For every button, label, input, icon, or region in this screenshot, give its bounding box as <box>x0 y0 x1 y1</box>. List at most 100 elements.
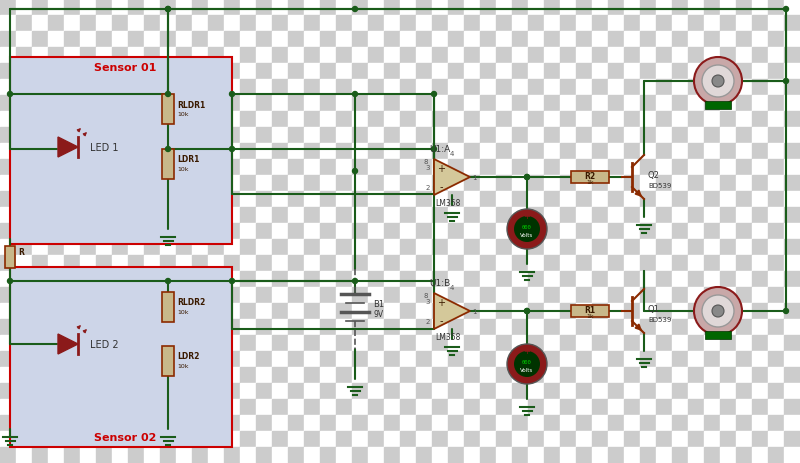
Bar <box>736 64 752 80</box>
Bar <box>592 319 608 335</box>
Bar <box>752 303 768 319</box>
Bar <box>256 112 272 128</box>
Bar <box>688 288 704 303</box>
Bar <box>96 351 112 367</box>
Text: 9V: 9V <box>373 310 383 319</box>
Bar <box>496 256 512 271</box>
Bar <box>784 80 800 96</box>
Bar <box>160 32 176 48</box>
Bar <box>336 271 352 288</box>
Bar <box>192 64 208 80</box>
Bar <box>464 175 480 192</box>
Bar <box>672 335 688 351</box>
Bar <box>352 367 368 383</box>
Bar <box>320 80 336 96</box>
Circle shape <box>783 7 789 13</box>
Bar <box>560 303 576 319</box>
Bar <box>112 271 128 288</box>
Bar <box>320 415 336 431</box>
Bar <box>352 207 368 224</box>
Bar <box>208 239 224 256</box>
Text: R: R <box>18 248 24 257</box>
Bar <box>112 224 128 239</box>
Bar <box>384 447 400 463</box>
Bar <box>512 192 528 207</box>
Bar <box>736 128 752 144</box>
Bar <box>224 383 240 399</box>
Bar <box>464 351 480 367</box>
Bar <box>736 80 752 96</box>
Bar <box>528 96 544 112</box>
Bar <box>272 351 288 367</box>
Bar <box>272 192 288 207</box>
Bar <box>80 415 96 431</box>
Bar <box>32 271 48 288</box>
Bar <box>752 256 768 271</box>
Bar <box>240 64 256 80</box>
Bar <box>128 64 144 80</box>
Bar <box>162 346 174 376</box>
Bar <box>608 32 624 48</box>
Text: 8: 8 <box>424 292 428 298</box>
Bar <box>384 16 400 32</box>
Bar <box>400 415 416 431</box>
Bar <box>192 16 208 32</box>
Bar <box>368 112 384 128</box>
Bar <box>320 144 336 160</box>
Bar <box>368 351 384 367</box>
Bar <box>176 128 192 144</box>
Bar <box>32 64 48 80</box>
Circle shape <box>514 217 540 243</box>
Bar <box>240 80 256 96</box>
Bar <box>528 415 544 431</box>
Bar <box>48 64 64 80</box>
Bar <box>768 303 784 319</box>
Bar <box>784 207 800 224</box>
Bar <box>224 367 240 383</box>
Bar <box>416 224 432 239</box>
Bar <box>496 271 512 288</box>
Bar <box>160 207 176 224</box>
Bar <box>448 447 464 463</box>
Bar <box>400 367 416 383</box>
Bar <box>576 256 592 271</box>
Bar <box>368 0 384 16</box>
Bar <box>560 32 576 48</box>
Bar <box>560 192 576 207</box>
Bar <box>560 48 576 64</box>
Bar <box>16 16 32 32</box>
Bar <box>528 160 544 175</box>
Bar <box>32 112 48 128</box>
Text: 1k: 1k <box>586 314 594 319</box>
Bar <box>704 335 720 351</box>
Circle shape <box>694 58 742 106</box>
Bar <box>32 335 48 351</box>
Bar <box>576 128 592 144</box>
Bar <box>624 64 640 80</box>
Bar <box>272 16 288 32</box>
Bar <box>64 271 80 288</box>
Bar <box>288 271 304 288</box>
Bar <box>736 224 752 239</box>
Bar <box>16 303 32 319</box>
Bar <box>496 335 512 351</box>
Bar <box>352 256 368 271</box>
Bar <box>320 64 336 80</box>
Bar <box>720 144 736 160</box>
Bar <box>624 224 640 239</box>
Bar <box>320 288 336 303</box>
Bar <box>464 303 480 319</box>
Bar <box>464 112 480 128</box>
Bar <box>656 256 672 271</box>
Text: U1:A: U1:A <box>430 145 450 154</box>
Bar <box>304 367 320 383</box>
Bar <box>240 207 256 224</box>
Bar <box>448 0 464 16</box>
Bar <box>768 112 784 128</box>
Bar <box>624 80 640 96</box>
Bar <box>752 112 768 128</box>
Bar <box>752 128 768 144</box>
Bar <box>144 383 160 399</box>
Bar <box>160 399 176 415</box>
Bar <box>80 447 96 463</box>
